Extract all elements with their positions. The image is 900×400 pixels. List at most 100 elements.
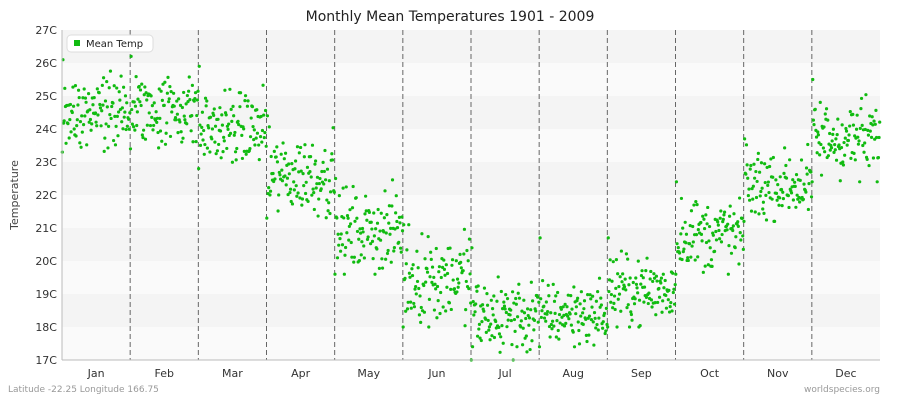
data-point [222,139,226,143]
data-point [687,242,692,246]
data-point [358,227,362,231]
data-point [290,202,295,206]
data-point [537,300,541,304]
data-point [562,324,567,328]
data-point [93,111,98,115]
data-point [395,226,400,230]
data-point [838,179,842,183]
data-point [699,220,703,225]
data-point [174,118,178,122]
data-point [676,246,680,250]
data-point [284,183,288,187]
data-point [866,128,870,132]
data-point [486,318,490,323]
data-point [398,221,402,225]
data-point [564,321,568,325]
data-point [480,320,484,324]
data-point [111,138,116,143]
data-point [342,272,346,276]
data-point [379,238,383,242]
data-point [189,129,193,133]
data-point [770,197,774,201]
data-point [510,290,515,294]
data-point [369,220,373,224]
data-point [390,204,394,208]
data-point [343,253,347,257]
data-point [731,224,735,228]
data-point [133,104,138,108]
data-point [782,171,786,175]
data-point [777,203,781,207]
legend-box [66,34,154,53]
data-point [122,85,126,89]
data-point [502,300,506,304]
data-point [88,108,92,112]
data-point [640,269,644,273]
data-point [754,169,758,174]
data-point [339,232,343,236]
data-point [756,151,760,155]
data-point [801,197,805,201]
data-point [71,104,76,108]
data-point [641,276,645,280]
data-point [262,113,266,117]
data-point [279,152,283,156]
data-point [651,279,655,284]
data-point [691,224,695,229]
data-point [639,282,643,286]
data-point [363,212,367,216]
data-point [675,242,679,246]
data-point [157,87,161,91]
data-point [530,339,534,343]
data-point [218,129,223,133]
data-point [726,222,730,226]
data-point [220,113,224,117]
data-point [732,212,736,216]
data-point [875,180,879,184]
data-point [236,119,240,123]
data-point [509,318,513,323]
data-point [64,141,68,145]
data-point [706,263,710,267]
data-point [768,164,772,169]
data-point [688,224,692,228]
data-point [417,286,421,291]
data-point [432,275,436,279]
data-point [158,129,163,133]
data-point [572,345,577,349]
data-point [707,224,712,229]
data-point [317,181,321,186]
data-point [859,107,863,111]
data-point [642,300,646,304]
data-point [603,331,607,336]
data-point [515,315,520,319]
data-point [617,284,621,289]
data-point [254,136,258,140]
data-point [859,96,864,101]
data-point [781,196,785,201]
data-point [877,135,881,140]
data-point [764,218,769,222]
data-point [298,196,302,200]
data-point [487,328,491,332]
data-point [297,151,301,155]
data-point [407,223,411,227]
data-point [242,127,246,131]
data-point [127,117,131,121]
data-point [707,239,711,243]
data-point [407,271,411,275]
data-point [100,83,104,87]
data-point [233,130,237,135]
y-tick-label: 25C [35,90,57,103]
data-point [763,162,767,166]
data-point [360,226,365,231]
data-point [505,297,510,301]
data-point [596,290,600,294]
data-point [283,174,287,178]
data-point [538,236,542,240]
data-point [440,265,445,270]
data-point [582,299,587,303]
data-point [237,122,241,127]
data-point [870,115,874,119]
data-point [756,157,760,162]
